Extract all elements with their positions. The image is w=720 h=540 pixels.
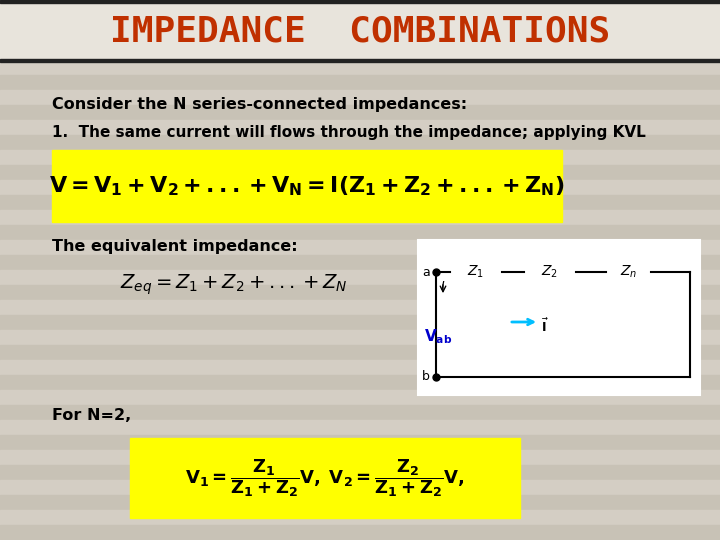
Bar <box>0 300 720 315</box>
Bar <box>0 465 720 480</box>
Bar <box>0 360 720 375</box>
Bar <box>606 254 651 290</box>
Bar <box>0 0 720 3</box>
Bar <box>450 254 502 290</box>
Text: I: I <box>441 280 445 294</box>
Bar <box>0 285 720 300</box>
Bar <box>0 525 720 540</box>
Bar <box>0 390 720 405</box>
Bar <box>0 59 720 62</box>
Bar <box>0 330 720 345</box>
Text: $\mathbf{V = V_1 + V_2 + ... + V_N = I(Z_1 + Z_2 + ... + Z_N)}$: $\mathbf{V = V_1 + V_2 + ... + V_N = I(Z… <box>49 174 564 198</box>
Bar <box>0 150 720 165</box>
Text: $Z_n$: $Z_n$ <box>620 264 637 280</box>
Text: a: a <box>422 266 430 279</box>
Bar <box>0 450 720 465</box>
Bar <box>0 420 720 435</box>
Bar <box>0 0 720 62</box>
Bar <box>0 210 720 225</box>
Bar <box>130 438 520 518</box>
Text: Consider the N series-connected impedances:: Consider the N series-connected impedanc… <box>52 98 467 112</box>
Bar <box>0 0 720 15</box>
Bar <box>0 105 720 120</box>
Bar <box>0 15 720 30</box>
Bar <box>0 495 720 510</box>
Bar <box>0 315 720 330</box>
Bar <box>0 60 720 75</box>
Bar <box>0 165 720 180</box>
Bar <box>418 240 700 395</box>
Text: 1.  The same current will flows through the impedance; applying KVL: 1. The same current will flows through t… <box>52 125 646 140</box>
Text: The equivalent impedance:: The equivalent impedance: <box>52 240 297 254</box>
Text: $Z_1$: $Z_1$ <box>467 264 485 280</box>
Text: $\mathbf{V_1 = \dfrac{Z_1}{Z_1 + Z_2}V,\; V_2 = \dfrac{Z_2}{Z_1 + Z_2}V,}$: $\mathbf{V_1 = \dfrac{Z_1}{Z_1 + Z_2}V,\… <box>185 457 465 499</box>
Bar <box>0 255 720 270</box>
Bar <box>0 405 720 420</box>
Text: ..: .. <box>584 261 592 274</box>
Bar <box>0 270 720 285</box>
Bar <box>0 240 720 255</box>
Bar <box>0 90 720 105</box>
Text: $\mathbf{V_{ab}}$: $\mathbf{V_{ab}}$ <box>424 328 452 346</box>
Bar <box>0 480 720 495</box>
Bar <box>0 135 720 150</box>
Bar <box>0 345 720 360</box>
Bar <box>0 195 720 210</box>
Text: IMPEDANCE  COMBINATIONS: IMPEDANCE COMBINATIONS <box>110 14 610 48</box>
Text: b: b <box>422 370 430 383</box>
Bar <box>0 180 720 195</box>
Bar <box>0 510 720 525</box>
Bar <box>524 254 576 290</box>
Bar <box>0 225 720 240</box>
Bar <box>0 75 720 90</box>
Text: For N=2,: For N=2, <box>52 408 131 422</box>
Bar <box>0 45 720 60</box>
Bar <box>0 375 720 390</box>
Bar <box>52 150 562 222</box>
Bar <box>0 120 720 135</box>
Text: $Z_{eq} = Z_1 + Z_2 + ... + Z_N$: $Z_{eq} = Z_1 + Z_2 + ... + Z_N$ <box>120 273 348 297</box>
Text: $Z_2$: $Z_2$ <box>541 264 559 280</box>
Text: $\mathbf{\vec{I}}$: $\mathbf{\vec{I}}$ <box>541 318 549 335</box>
Bar <box>0 30 720 45</box>
Bar <box>0 435 720 450</box>
